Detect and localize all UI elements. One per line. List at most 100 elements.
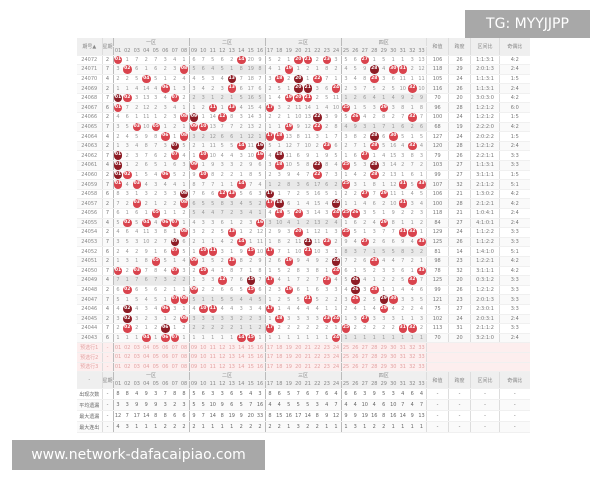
preselect-number[interactable]: 06 [160,342,171,353]
preselect-number[interactable]: 24 [331,342,342,353]
preselect-number[interactable]: 15 [246,362,256,373]
preselect-row[interactable]: 预选行3-01 02 03 04 05 06 07 08 09 10 11 12 13 14 15 16 17 1… [77,362,530,373]
preselect-number[interactable]: 17 [264,352,275,363]
preselect-number[interactable]: 10 [198,362,209,373]
preselect-number[interactable]: 05 [151,342,161,353]
preselect-number[interactable]: 32 [407,362,418,373]
preselect-number[interactable]: 20 [293,352,304,363]
preselect-number[interactable]: 27 [360,342,370,353]
preselect-number[interactable]: 22 [312,352,323,363]
preselect-number[interactable]: 11 [208,352,218,363]
preselect-number[interactable]: 31 [398,362,408,373]
preselect-number[interactable]: 17 [264,362,275,373]
preselect-number[interactable]: 09 [188,342,199,353]
preselect-number[interactable]: 14 [236,362,247,373]
preselect-number[interactable]: 23 [322,342,332,353]
preselect-number[interactable]: 28 [369,342,380,353]
preselect-number[interactable]: 24 [331,362,342,373]
preselect-number[interactable]: 04 [141,352,152,363]
preselect-row[interactable]: 预选行1-01 02 03 04 05 06 07 08 09 10 11 12 13 14 15 16 17 1… [77,342,530,353]
preselect-number[interactable]: 23 [322,352,332,363]
preselect-number[interactable]: 21 [303,342,313,353]
preselect-number[interactable]: 03 [132,342,142,353]
preselect-number[interactable]: 29 [379,342,389,353]
preselect-number[interactable]: 12 [217,362,228,373]
preselect-number[interactable]: 07 [170,352,180,363]
preselect-number[interactable]: 03 [132,362,142,373]
preselect-number[interactable]: 20 [293,342,304,353]
preselect-number[interactable]: 33 [417,352,427,363]
preselect-number[interactable]: 26 [350,342,361,353]
preselect-number[interactable]: 28 [369,362,380,373]
preselect-number[interactable]: 12 [217,342,228,353]
preselect-number[interactable]: 12 [217,352,228,363]
preselect-number[interactable]: 21 [303,352,313,363]
preselect-number[interactable]: 20 [293,362,304,373]
preselect-number[interactable]: 16 [255,362,266,373]
preselect-number[interactable]: 21 [303,362,313,373]
preselect-number[interactable]: 05 [151,362,161,373]
preselect-number[interactable]: 02 [122,362,133,373]
issue-header[interactable]: 期号▲ [77,38,102,56]
preselect-number[interactable]: 18 [274,342,285,353]
preselect-number[interactable]: 31 [398,342,408,353]
preselect-number[interactable]: 11 [208,342,218,353]
preselect-number[interactable]: 13 [227,342,237,353]
preselect-number[interactable]: 33 [417,362,427,373]
preselect-number[interactable]: 09 [188,352,199,363]
preselect-number[interactable]: 29 [379,352,389,363]
preselect-number[interactable]: 30 [388,352,399,363]
preselect-number[interactable]: 24 [331,352,342,363]
preselect-number[interactable]: 07 [170,362,180,373]
preselect-number[interactable]: 08 [179,362,190,373]
preselect-number[interactable]: 15 [246,352,256,363]
preselect-number[interactable]: 14 [236,342,247,353]
preselect-number[interactable]: 02 [122,352,133,363]
preselect-number[interactable]: 19 [284,342,294,353]
preselect-number[interactable]: 22 [312,362,323,373]
preselect-number[interactable]: 02 [122,342,133,353]
preselect-number[interactable]: 26 [350,352,361,363]
preselect-number[interactable]: 04 [141,362,152,373]
preselect-number[interactable]: 17 [264,342,275,353]
preselect-number[interactable]: 08 [179,352,190,363]
preselect-number[interactable]: 03 [132,352,142,363]
preselect-number[interactable]: 29 [379,362,389,373]
preselect-number[interactable]: 11 [208,362,218,373]
preselect-number[interactable]: 32 [407,352,418,363]
preselect-number[interactable]: 07 [170,342,180,353]
preselect-number[interactable]: 10 [198,352,209,363]
preselect-number[interactable]: 27 [360,352,370,363]
preselect-number[interactable]: 09 [188,362,199,373]
preselect-number[interactable]: 26 [350,362,361,373]
preselect-number[interactable]: 08 [179,342,190,353]
preselect-number[interactable]: 30 [388,342,399,353]
preselect-number[interactable]: 23 [322,362,332,373]
preselect-number[interactable]: 18 [274,362,285,373]
preselect-number[interactable]: 30 [388,362,399,373]
preselect-number[interactable]: 13 [227,362,237,373]
preselect-number[interactable]: 15 [246,342,256,353]
preselect-number[interactable]: 19 [284,352,294,363]
preselect-number[interactable]: 18 [274,352,285,363]
preselect-row[interactable]: 预选行2-01 02 03 04 05 06 07 08 09 10 11 12 13 14 15 16 17 1… [77,352,530,363]
preselect-number[interactable]: 16 [255,352,266,363]
preselect-number[interactable]: 33 [417,342,427,353]
preselect-number[interactable]: 25 [340,362,351,373]
preselect-number[interactable]: 16 [255,342,266,353]
preselect-number[interactable]: 13 [227,352,237,363]
preselect-number[interactable]: 05 [151,352,161,363]
preselect-number[interactable]: 28 [369,352,380,363]
preselect-number[interactable]: 01 [112,342,123,353]
preselect-number[interactable]: 06 [160,362,171,373]
preselect-number[interactable]: 14 [236,352,247,363]
preselect-number[interactable]: 25 [340,352,351,363]
preselect-number[interactable]: 06 [160,352,171,363]
preselect-number[interactable]: 01 [112,352,123,363]
preselect-number[interactable]: 01 [112,362,123,373]
preselect-number[interactable]: 31 [398,352,408,363]
preselect-number[interactable]: 27 [360,362,370,373]
preselect-number[interactable]: 04 [141,342,152,353]
preselect-number[interactable]: 22 [312,342,323,353]
preselect-number[interactable]: 19 [284,362,294,373]
